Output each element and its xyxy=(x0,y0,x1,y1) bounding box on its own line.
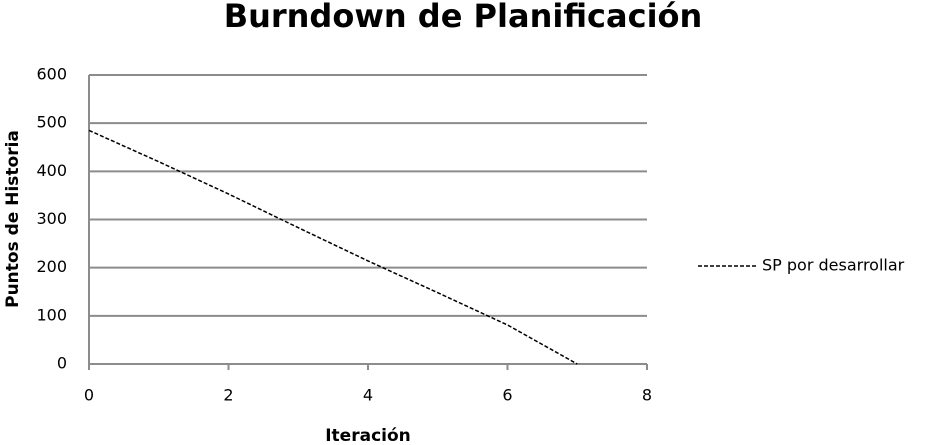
y-tick-label: 100 xyxy=(36,305,67,324)
y-tick-label: 500 xyxy=(36,113,67,132)
y-tick-label: 600 xyxy=(36,65,67,84)
legend-label: SP por desarrollar xyxy=(762,256,905,275)
x-axis-label: Iteración xyxy=(325,426,411,445)
x-tick-label: 2 xyxy=(223,386,233,405)
x-tick-label: 8 xyxy=(642,386,652,405)
x-tick-label: 0 xyxy=(84,386,94,405)
chart-title: Burndown de Planificación xyxy=(224,0,703,35)
x-tick-label: 6 xyxy=(502,386,512,405)
y-axis-label: Puntos de Historia xyxy=(3,130,23,308)
x-tick-label: 4 xyxy=(363,386,373,405)
y-tick-label: 200 xyxy=(36,257,67,276)
y-tick-label: 300 xyxy=(36,209,67,228)
y-tick-label: 400 xyxy=(36,161,67,180)
data-line xyxy=(88,129,578,365)
y-tick-label: 0 xyxy=(57,354,67,373)
